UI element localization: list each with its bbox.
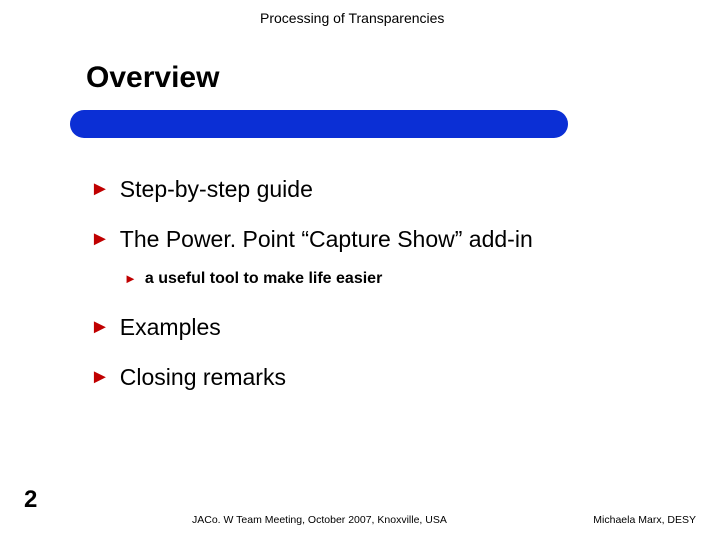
- bullet-text: Closing remarks: [120, 363, 286, 391]
- header-subtitle: Processing of Transparencies: [260, 10, 444, 26]
- content-area: ► Step-by-step guide ► The Power. Point …: [90, 175, 650, 413]
- triangle-icon: ►: [90, 225, 110, 253]
- bullet-item: ► The Power. Point “Capture Show” add-in: [90, 225, 650, 253]
- bullet-text: The Power. Point “Capture Show” add-in: [120, 225, 533, 253]
- bullet-text: Step-by-step guide: [120, 175, 313, 203]
- bullet-text: Examples: [120, 313, 221, 341]
- triangle-icon: ►: [90, 363, 110, 391]
- triangle-icon: ►: [124, 269, 137, 289]
- footer-right: Michaela Marx, DESY: [593, 514, 696, 526]
- triangle-icon: ►: [90, 175, 110, 203]
- bullet-item: ► Examples: [90, 313, 650, 341]
- footer-left: JACo. W Team Meeting, October 2007, Knox…: [192, 514, 447, 526]
- slide-title: Overview: [80, 61, 219, 95]
- triangle-icon: ►: [90, 313, 110, 341]
- accent-bar: [70, 110, 568, 138]
- sub-bullet-item: ► a useful tool to make life easier: [124, 269, 650, 289]
- slide-number: 2: [24, 486, 37, 514]
- title-container: Overview: [80, 54, 280, 102]
- bullet-item: ► Closing remarks: [90, 363, 650, 391]
- sub-bullet-text: a useful tool to make life easier: [145, 269, 382, 289]
- bullet-item: ► Step-by-step guide: [90, 175, 650, 203]
